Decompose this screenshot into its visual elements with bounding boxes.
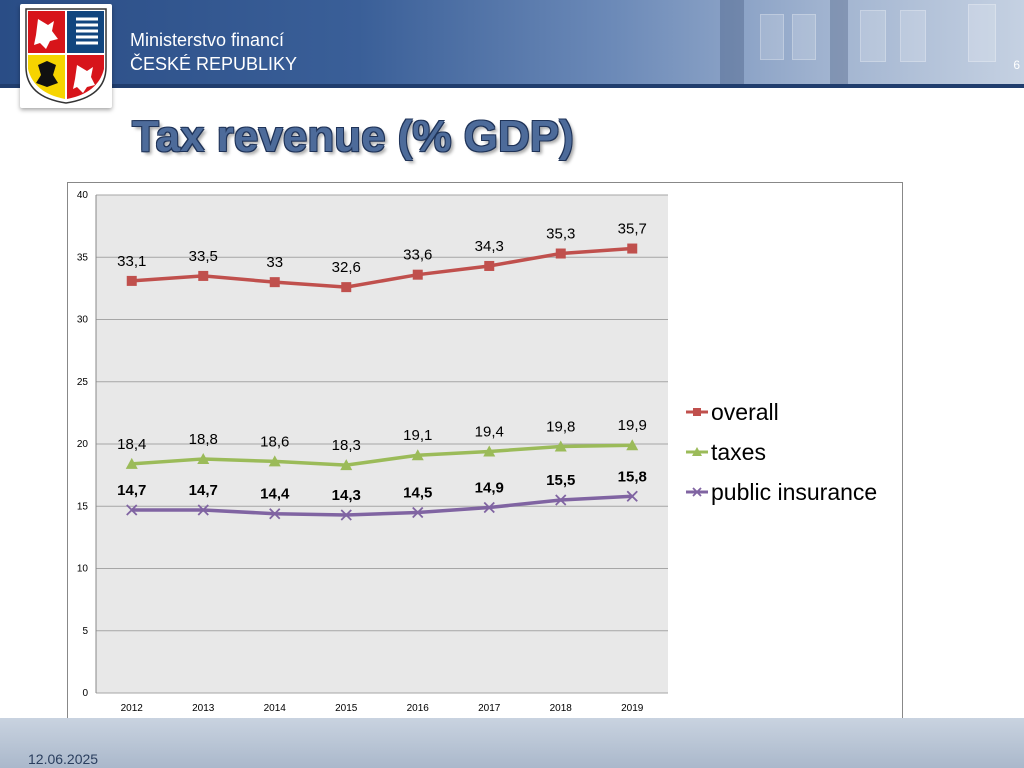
data-point (269, 508, 281, 520)
x-tick-label: 2015 (335, 703, 358, 714)
data-point (555, 248, 566, 259)
data-point (484, 260, 495, 271)
x-tick-label: 2013 (192, 703, 215, 714)
y-tick-label: 0 (82, 688, 88, 699)
line-chart: 0 5 10 15 20 25 30 35 40 2012 2013 2014 2015 2016 2017… (77, 190, 877, 714)
data-label: 19,9 (618, 417, 647, 434)
header-banner (0, 0, 1024, 88)
data-label: 14,7 (117, 482, 146, 499)
data-point (483, 501, 495, 514)
data-label: 18,4 (117, 436, 146, 453)
data-label: 14,7 (189, 482, 218, 499)
data-point (197, 452, 210, 464)
page-number: 6 (1013, 58, 1020, 72)
y-tick-label: 5 (82, 626, 88, 637)
data-label: 14,9 (475, 479, 504, 496)
x-tick-label: 2016 (407, 703, 430, 714)
data-label: 33 (266, 254, 283, 271)
x-tick-label: 2017 (478, 703, 501, 714)
data-label: 19,8 (546, 418, 575, 435)
legend-marker (693, 408, 701, 416)
data-point (483, 445, 496, 457)
data-label: 18,8 (189, 431, 218, 448)
data-label: 15,8 (618, 468, 647, 485)
series-line-overall (131, 246, 633, 289)
y-tick-label: 25 (77, 377, 89, 388)
data-point (626, 439, 639, 451)
data-point (269, 277, 280, 288)
legend-label: taxes (711, 439, 766, 465)
data-label: 14,3 (332, 487, 361, 504)
data-point (412, 506, 424, 519)
legend-marker (692, 447, 702, 456)
data-point (198, 270, 209, 281)
data-label: 19,4 (475, 423, 504, 440)
legend-marker (692, 487, 702, 497)
data-label: 18,6 (260, 433, 289, 450)
data-point (340, 509, 352, 521)
data-label: 33,5 (189, 248, 218, 265)
data-label: 15,5 (546, 472, 575, 489)
footer-bar (0, 718, 1024, 768)
y-tick-label: 40 (77, 190, 89, 201)
data-point (126, 504, 138, 516)
data-label: 14,5 (403, 484, 432, 501)
data-point (197, 504, 209, 516)
data-point (554, 440, 567, 452)
y-tick-label: 20 (77, 439, 89, 450)
ministry-name: Ministerstvo financí ČESKÉ REPUBLIKY (130, 28, 297, 76)
data-label: 35,3 (546, 226, 575, 243)
legend-label: overall (711, 399, 779, 425)
data-point (627, 243, 638, 254)
data-label: 18,3 (332, 437, 361, 454)
y-tick-label: 35 (77, 252, 89, 263)
slide-title: Tax revenue (% GDP) (132, 112, 574, 161)
series-line-taxes (131, 443, 633, 467)
data-label: 35,7 (618, 221, 647, 238)
ministry-name-line1: Ministerstvo financí (130, 30, 285, 50)
data-label: 19,1 (403, 427, 432, 444)
x-tick-label: 2012 (121, 703, 144, 714)
data-point (555, 494, 567, 506)
data-point (411, 449, 424, 461)
data-point (626, 490, 638, 502)
data-point (126, 275, 137, 286)
data-label: 33,1 (117, 253, 146, 270)
data-point (340, 459, 353, 471)
series-line-public-insurance (131, 494, 633, 517)
x-tick-label: 2019 (621, 703, 644, 714)
data-point (125, 457, 138, 469)
data-label: 14,4 (260, 486, 290, 503)
footer-date: 12.06.2025 (28, 751, 99, 767)
data-point (268, 455, 281, 467)
legend-label: public insurance (711, 479, 877, 505)
y-tick-label: 15 (77, 501, 89, 512)
y-tick-label: 30 (77, 315, 89, 326)
x-tick-label: 2014 (264, 703, 287, 714)
data-label: 32,6 (332, 259, 361, 276)
data-label: 34,3 (475, 238, 504, 255)
state-emblem (20, 4, 112, 108)
data-label: 33,6 (403, 247, 432, 264)
y-tick-label: 10 (77, 564, 89, 575)
data-point (412, 269, 423, 280)
data-point (341, 282, 352, 293)
chart-frame: 0 5 10 15 20 25 30 35 40 2012 2013 2014 2015 2016 2017… (67, 182, 903, 722)
x-tick-label: 2018 (550, 703, 573, 714)
ministry-name-line2: ČESKÉ REPUBLIKY (130, 54, 298, 74)
